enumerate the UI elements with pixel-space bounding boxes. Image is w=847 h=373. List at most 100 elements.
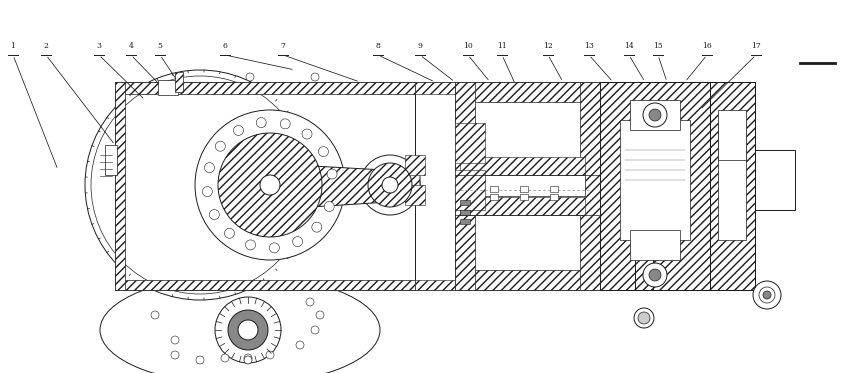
Text: 15: 15 xyxy=(653,42,663,50)
Circle shape xyxy=(368,163,412,207)
Bar xyxy=(490,186,498,192)
Circle shape xyxy=(151,311,159,319)
Polygon shape xyxy=(295,165,420,208)
Bar xyxy=(415,280,455,290)
Bar xyxy=(635,250,653,290)
Circle shape xyxy=(246,240,256,250)
Circle shape xyxy=(280,119,291,129)
Bar xyxy=(405,185,425,205)
Bar xyxy=(710,82,755,290)
Circle shape xyxy=(643,103,667,127)
Circle shape xyxy=(643,263,667,287)
Circle shape xyxy=(260,175,280,195)
Bar xyxy=(105,145,117,175)
Circle shape xyxy=(196,356,204,364)
Bar xyxy=(755,150,795,210)
Bar xyxy=(460,200,470,205)
Bar xyxy=(460,174,585,196)
Bar xyxy=(520,194,528,200)
Circle shape xyxy=(209,210,219,220)
Circle shape xyxy=(296,341,304,349)
Bar xyxy=(455,82,600,290)
Circle shape xyxy=(171,336,179,344)
Circle shape xyxy=(311,73,319,81)
Text: 5: 5 xyxy=(158,42,163,50)
Circle shape xyxy=(634,308,654,328)
Text: 17: 17 xyxy=(751,42,761,50)
Circle shape xyxy=(234,125,243,135)
Circle shape xyxy=(224,228,235,238)
Ellipse shape xyxy=(100,275,380,373)
Text: 7: 7 xyxy=(280,42,285,50)
Bar xyxy=(115,82,600,94)
Circle shape xyxy=(306,298,314,306)
Circle shape xyxy=(759,287,775,303)
Bar xyxy=(115,82,125,290)
Circle shape xyxy=(266,351,274,359)
Text: 6: 6 xyxy=(223,42,228,50)
Bar xyxy=(405,155,425,175)
Bar xyxy=(630,230,680,260)
Bar xyxy=(550,186,558,192)
Text: 14: 14 xyxy=(624,42,634,50)
Text: 4: 4 xyxy=(129,42,134,50)
Circle shape xyxy=(649,109,661,121)
Circle shape xyxy=(292,236,302,247)
Circle shape xyxy=(85,70,315,300)
Bar xyxy=(600,82,710,290)
Bar xyxy=(620,120,690,240)
Text: 9: 9 xyxy=(418,42,423,50)
Bar xyxy=(718,120,746,240)
Bar xyxy=(520,186,528,192)
Circle shape xyxy=(244,356,252,364)
Bar xyxy=(158,80,178,95)
Circle shape xyxy=(238,320,258,340)
Circle shape xyxy=(171,351,179,359)
Bar xyxy=(580,82,600,290)
Circle shape xyxy=(257,117,266,128)
Bar xyxy=(718,110,746,160)
Text: 1: 1 xyxy=(10,42,15,50)
Bar xyxy=(175,72,183,92)
Circle shape xyxy=(195,110,345,260)
Bar xyxy=(460,197,585,215)
Text: 12: 12 xyxy=(543,42,553,50)
Text: 11: 11 xyxy=(497,42,507,50)
Bar xyxy=(460,210,470,215)
Circle shape xyxy=(221,354,229,362)
Circle shape xyxy=(753,281,781,309)
Bar xyxy=(460,219,470,224)
Text: 13: 13 xyxy=(584,42,594,50)
Circle shape xyxy=(246,73,254,81)
Circle shape xyxy=(269,243,280,253)
Text: 10: 10 xyxy=(463,42,473,50)
Text: 16: 16 xyxy=(702,42,711,50)
Bar xyxy=(455,270,600,290)
Circle shape xyxy=(763,291,771,299)
Circle shape xyxy=(202,186,213,197)
Bar xyxy=(455,82,600,102)
Circle shape xyxy=(316,311,324,319)
Circle shape xyxy=(204,163,214,173)
Bar xyxy=(630,100,680,130)
Circle shape xyxy=(302,129,312,139)
Bar xyxy=(460,157,585,175)
Bar xyxy=(490,194,498,200)
Circle shape xyxy=(312,222,322,232)
Circle shape xyxy=(215,297,281,363)
Circle shape xyxy=(649,269,661,281)
Bar xyxy=(455,170,485,210)
Circle shape xyxy=(215,141,225,151)
Text: 2: 2 xyxy=(43,42,48,50)
Text: 3: 3 xyxy=(97,42,102,50)
Circle shape xyxy=(244,354,252,362)
Circle shape xyxy=(228,310,268,350)
Bar xyxy=(710,82,755,290)
Text: 8: 8 xyxy=(375,42,380,50)
Bar xyxy=(455,123,485,163)
Bar xyxy=(115,280,600,290)
Bar xyxy=(550,194,558,200)
Bar xyxy=(415,82,455,290)
Circle shape xyxy=(382,177,398,193)
Circle shape xyxy=(360,155,420,215)
